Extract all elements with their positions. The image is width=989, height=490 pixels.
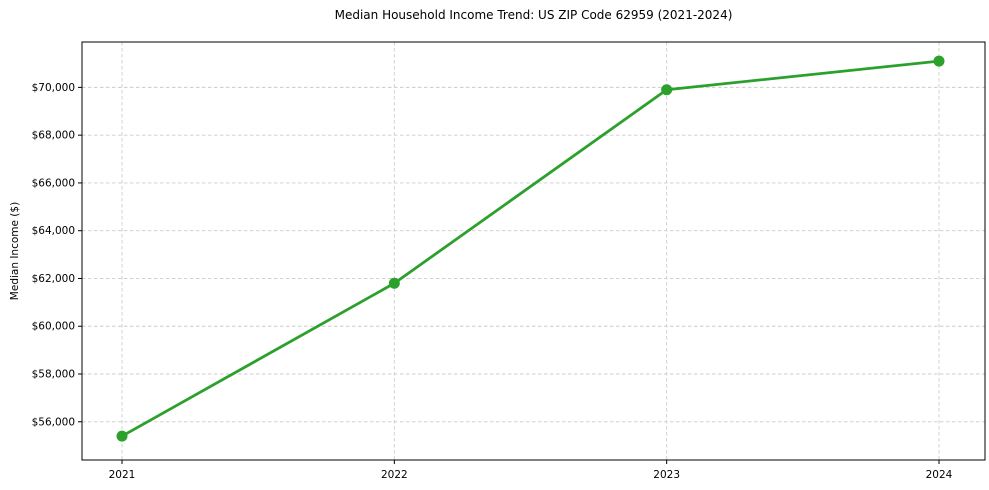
axes-spines [81, 41, 986, 461]
y-tick-label: $64,000 [32, 225, 75, 237]
x-tick-label: 2023 [653, 469, 680, 481]
data-point-marker [116, 430, 128, 442]
trend-line [120, 59, 941, 438]
y-axis-label: Median Income ($) [9, 201, 21, 301]
y-tick-label: $56,000 [32, 416, 75, 428]
y-tick-label: $70,000 [32, 82, 75, 94]
y-tick-label: $62,000 [32, 273, 75, 285]
data-point-marker [388, 277, 400, 289]
y-tick-label: $60,000 [32, 321, 75, 333]
data-point-marker [933, 55, 945, 67]
y-tick-label: $66,000 [32, 177, 75, 189]
x-tick-label: 2021 [109, 469, 136, 481]
x-tick-label: 2022 [381, 469, 408, 481]
y-tick-label: $68,000 [32, 130, 75, 142]
plot-area [82, 42, 985, 460]
x-tick-label: 2024 [926, 469, 953, 481]
data-point-marker [661, 84, 673, 96]
y-tick-label: $58,000 [32, 369, 75, 381]
chart-title: Median Household Income Trend: US ZIP Co… [334, 8, 733, 22]
